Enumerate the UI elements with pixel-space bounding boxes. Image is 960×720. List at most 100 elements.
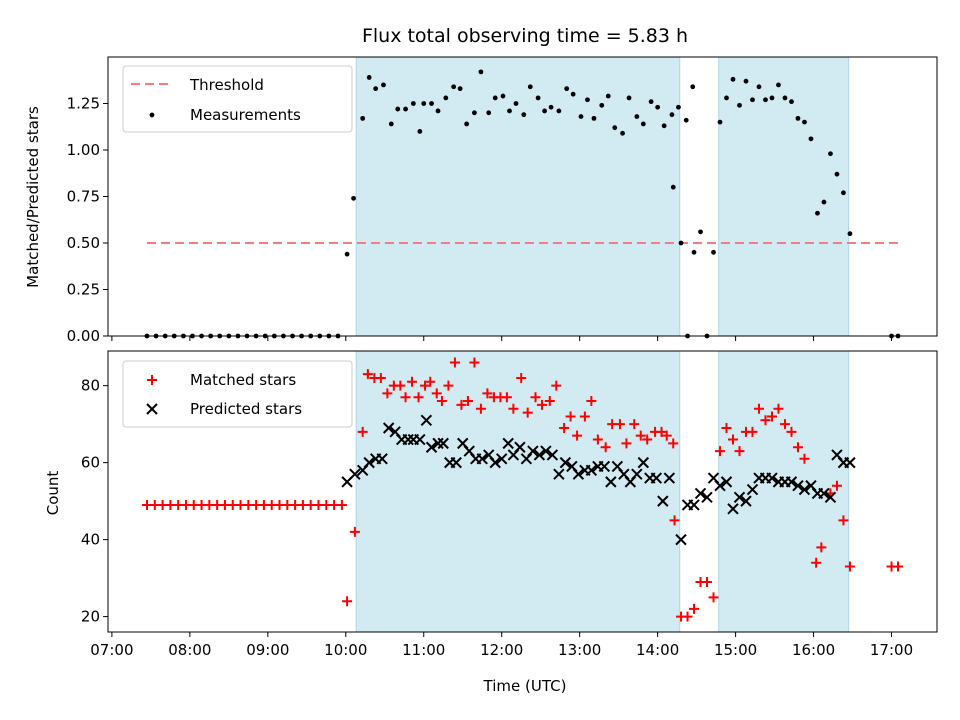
data-point — [478, 69, 484, 75]
matched-stars-point — [551, 380, 562, 391]
data-point — [429, 101, 434, 106]
top-y-axis-title: Matched/Predicted stars — [24, 106, 42, 288]
matched-stars-point — [482, 388, 493, 399]
data-point — [690, 84, 696, 90]
data-point — [373, 86, 379, 92]
data-point — [599, 102, 605, 108]
data-point — [421, 101, 427, 106]
matched-stars-point — [382, 388, 393, 399]
matched-stars-point — [544, 396, 555, 407]
data-point — [472, 110, 477, 116]
predicted-stars-point — [489, 456, 501, 469]
matched-stars-point — [773, 403, 784, 414]
data-point — [782, 95, 788, 101]
predicted-stars-point — [349, 468, 361, 480]
x-tick-label: 10:00 — [324, 641, 367, 659]
data-point — [605, 93, 611, 99]
data-point — [640, 121, 646, 127]
data-point — [691, 249, 697, 255]
matched-stars-point — [572, 430, 583, 441]
x-tick-label: 12:00 — [480, 641, 523, 659]
data-point — [620, 130, 625, 136]
predicted-stars-point — [792, 480, 804, 492]
y-tick-label: 40 — [81, 531, 100, 549]
matched-stars-point — [844, 561, 855, 572]
data-point — [585, 97, 590, 103]
matched-stars-point — [462, 396, 473, 407]
data-point — [612, 125, 618, 131]
data-point — [634, 114, 640, 119]
predicted-stars-point — [527, 445, 539, 457]
matched-stars-point — [656, 426, 667, 437]
legend-box — [122, 65, 353, 133]
x-axis-title: Time (UTC) — [483, 677, 567, 695]
predicted-stars-point — [637, 456, 650, 469]
matched-stars-point — [559, 422, 570, 433]
data-point — [366, 75, 372, 80]
data-point — [847, 231, 853, 237]
matched-stars-point — [831, 480, 842, 491]
data-point — [417, 129, 423, 134]
y-tick-label: 0.25 — [67, 281, 100, 299]
legend-label-predicted: Predicted stars — [190, 400, 302, 418]
matched-stars-point — [449, 357, 460, 368]
matched-stars-point — [579, 411, 590, 422]
matched-stars-point — [811, 557, 822, 568]
data-point — [351, 195, 356, 201]
y-tick-label: 80 — [81, 377, 100, 395]
data-point — [789, 99, 794, 105]
bottom-plot-frame — [107, 350, 938, 633]
matched-stars-point — [336, 499, 347, 510]
bottom-legend: Matched stars Predicted stars — [122, 360, 353, 428]
matched-stars-point — [786, 426, 797, 437]
data-point — [655, 104, 661, 110]
matched-stars-point — [375, 372, 386, 383]
data-point — [535, 95, 541, 101]
predicted-stars-point — [663, 472, 676, 484]
predicted-stars-point — [476, 453, 488, 465]
matched-stars-point — [747, 426, 758, 437]
data-point — [670, 184, 676, 190]
matched-stars-point — [816, 542, 827, 553]
predicted-stars-point — [450, 456, 462, 469]
data-point — [756, 84, 762, 90]
x-tick-label: 16:00 — [792, 641, 835, 659]
predicted-stars-point — [818, 487, 830, 500]
data-point — [548, 104, 554, 110]
matched-stars-point — [592, 434, 603, 445]
y-tick-label: 0.50 — [67, 234, 100, 252]
matched-stars-point — [501, 392, 512, 403]
data-point — [834, 171, 840, 177]
matched-stars-point — [469, 357, 480, 368]
data-point — [661, 123, 667, 129]
matched-stars-point — [760, 415, 771, 426]
data-point — [698, 229, 703, 235]
matched-stars-point — [766, 411, 777, 422]
matched-stars-point — [349, 526, 360, 537]
x-tick-label: 14:00 — [636, 641, 679, 659]
data-point — [500, 93, 506, 99]
matched-stars-point — [708, 592, 719, 603]
predicted-stars-point — [727, 503, 739, 515]
predicted-stars-point — [559, 456, 572, 469]
data-point — [486, 110, 492, 116]
data-point — [776, 82, 781, 88]
matched-stars-point — [893, 561, 904, 572]
matched-stars-point — [600, 442, 611, 453]
predicted-stars-point — [376, 453, 388, 465]
matched-stars-point — [362, 369, 373, 380]
data-point — [821, 199, 827, 205]
x-tick-label: 08:00 — [168, 641, 211, 659]
predicted-stars-point — [798, 483, 811, 496]
top-panel: 0.00 0.25 0.50 0.75 1.00 1.25 Threshold Measure… — [67, 56, 938, 345]
data-point — [683, 117, 689, 123]
data-point — [711, 249, 716, 255]
matched-stars-point — [629, 419, 640, 430]
matched-stars-point — [456, 399, 467, 410]
data-point — [395, 106, 401, 112]
matched-stars-point — [792, 442, 803, 453]
predicted-stars-point — [766, 472, 778, 484]
chart-title: Flux total observing time = 5.83 h — [362, 25, 688, 47]
predicted-stars-point — [714, 480, 726, 492]
data-point — [591, 115, 597, 121]
